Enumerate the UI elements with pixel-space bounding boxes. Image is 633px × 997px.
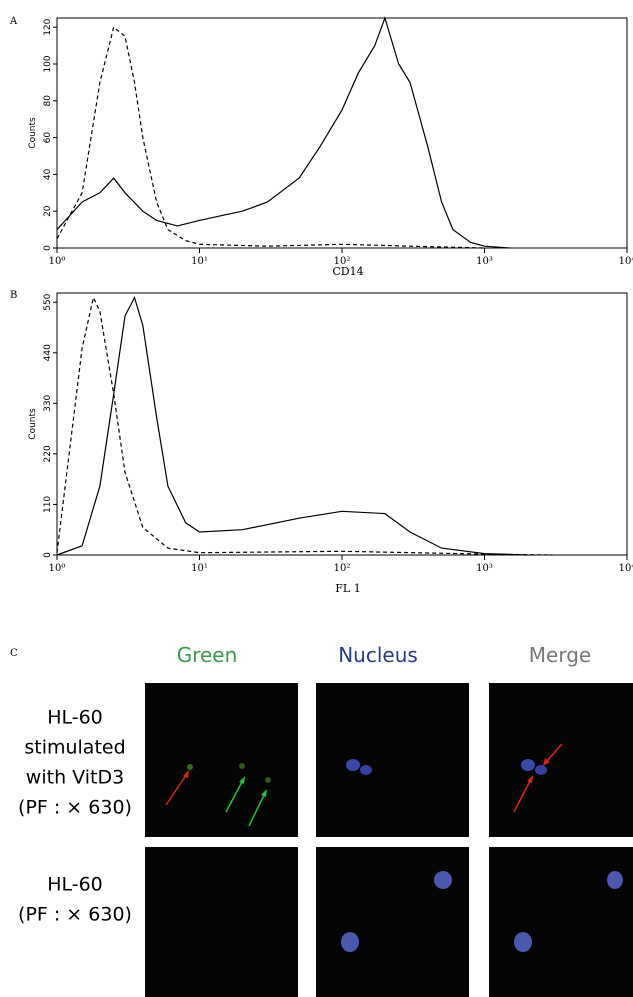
nucleus (607, 871, 623, 889)
histogram-line (56, 16, 510, 249)
x-tick-label: 10² (334, 563, 351, 574)
arrow (513, 778, 532, 813)
x-axis-label: FL 1 (335, 582, 360, 595)
y-axis-label: Counts (28, 117, 38, 149)
image (489, 683, 633, 837)
x-tick-label: 10⁴ (619, 563, 633, 574)
arrowhead (527, 775, 533, 783)
panel-label: B (10, 290, 17, 301)
nucleus (521, 759, 535, 771)
row-label: (PF : × 630) (18, 797, 132, 819)
y-tick-label: 80 (43, 95, 53, 107)
x-tick-label: 10⁴ (619, 256, 633, 267)
y-tick-label: 440 (43, 344, 53, 361)
x-axis-label: CD14 (332, 265, 363, 278)
column-header: Nucleus (338, 643, 418, 667)
panel-label: A (9, 16, 18, 27)
arrow (248, 792, 266, 827)
image (316, 847, 469, 997)
column-header: Green (177, 643, 238, 667)
x-tick-label: 10⁰ (49, 563, 66, 574)
y-tick-label: 110 (43, 496, 53, 513)
histogram-line (56, 295, 553, 556)
nucleus (341, 932, 359, 952)
y-tick-label: 40 (43, 168, 53, 180)
nucleus (346, 759, 360, 771)
nucleus (360, 765, 372, 775)
micrographs (145, 683, 633, 997)
image (145, 683, 298, 837)
x-tick-label: 10¹ (191, 563, 208, 574)
image (145, 847, 298, 997)
arrowhead (183, 770, 189, 778)
y-tick-label: 120 (43, 18, 53, 35)
nucleus (514, 932, 532, 952)
arrow (165, 773, 188, 806)
image (316, 683, 469, 837)
y-tick-label: 330 (43, 394, 53, 411)
arrow (225, 779, 244, 813)
x-tick-label: 10² (334, 256, 351, 267)
x-tick-label: 10⁰ (49, 256, 66, 267)
y-axis-label: Counts (28, 408, 38, 440)
row-label: with VitD3 (26, 767, 124, 789)
row-label: (PF : × 630) (18, 904, 132, 926)
y-tick-label: 100 (43, 55, 53, 72)
x-tick-label: 10³ (476, 256, 493, 267)
cell (187, 764, 193, 770)
panel-label: C (10, 648, 18, 659)
column-header: Merge (529, 643, 591, 667)
y-tick-label: 60 (43, 132, 53, 144)
y-tick-label: 0 (43, 245, 53, 251)
y-tick-label: 550 (43, 293, 53, 310)
row-label: HL-60 (47, 707, 103, 729)
row-label: stimulated (24, 737, 125, 759)
x-tick-label: 10¹ (191, 256, 208, 267)
x-tick-label: 10³ (476, 563, 493, 574)
arrowhead (261, 789, 267, 797)
plot-frame (56, 292, 628, 556)
arrowhead (543, 758, 550, 766)
histogram-line (56, 296, 528, 556)
y-tick-label: 20 (43, 205, 53, 217)
nucleus (535, 765, 547, 775)
cell (265, 777, 271, 783)
nucleus (434, 871, 452, 889)
arrowhead (239, 776, 245, 784)
y-tick-label: 0 (43, 552, 53, 558)
histogram-line (56, 26, 485, 249)
cell (239, 763, 245, 769)
image (489, 847, 633, 997)
arrow (545, 743, 563, 763)
y-tick-label: 220 (43, 445, 53, 462)
plot-frame (56, 17, 628, 249)
row-label: HL-60 (47, 874, 103, 896)
